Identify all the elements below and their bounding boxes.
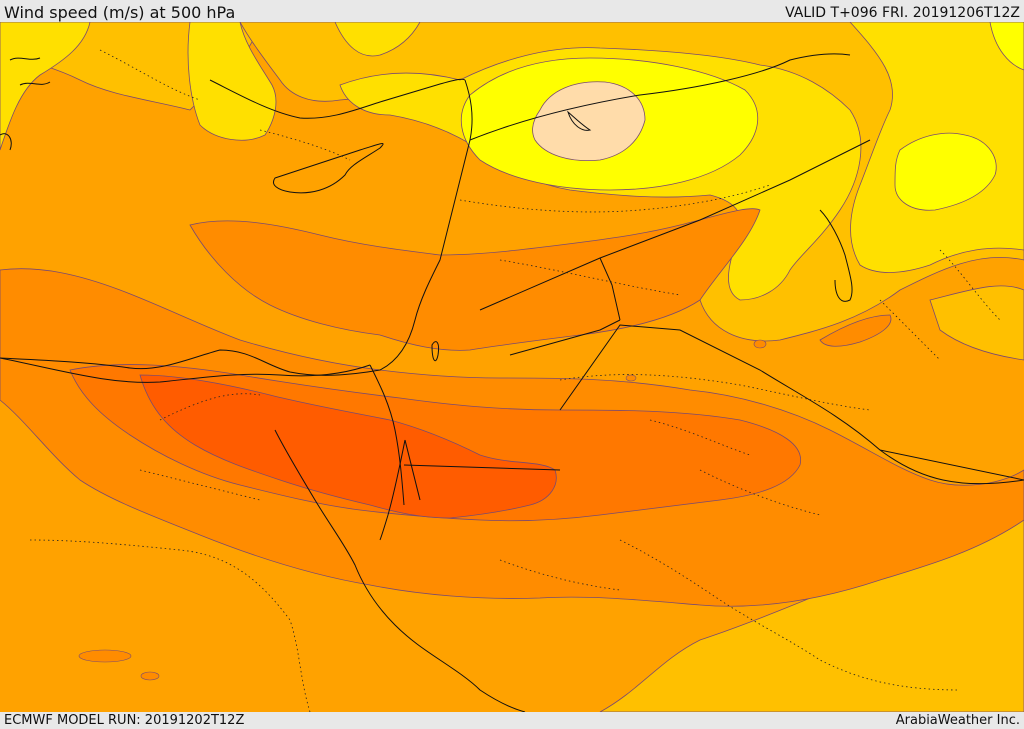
contour-red-orange <box>139 374 557 519</box>
weather-map-canvas <box>0 22 1024 712</box>
model-run-label: ECMWF MODEL RUN: 20191202T12Z <box>4 713 245 728</box>
contour-islands <box>78 339 767 681</box>
valid-time: VALID T+096 FRI. 20191206T12Z <box>785 5 1020 21</box>
weather-map[interactable] <box>0 22 1024 712</box>
credit-label: ArabiaWeather Inc. <box>895 713 1020 728</box>
borders <box>0 53 1024 506</box>
admin-boundaries <box>29 49 1001 712</box>
footer-bar: ECMWF MODEL RUN: 20191202T12Z ArabiaWeat… <box>0 712 1024 729</box>
contour-lightest <box>532 81 646 161</box>
header-bar: Wind speed (m/s) at 500 hPa VALID T+096 … <box>0 0 1024 22</box>
coastlines <box>0 57 853 712</box>
map-title: Wind speed (m/s) at 500 hPa <box>4 3 236 22</box>
